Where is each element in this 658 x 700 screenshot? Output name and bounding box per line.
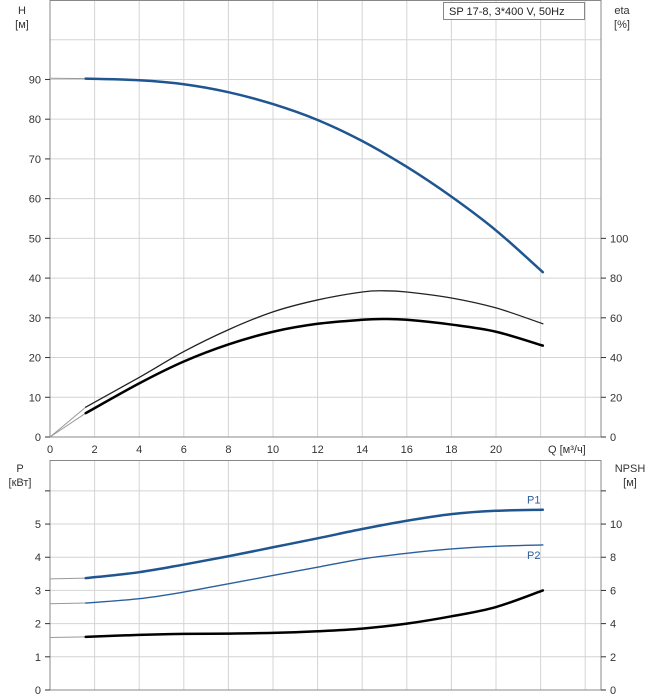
x-tick-label: 18 — [445, 444, 457, 456]
chart-title-box: SP 17-8, 3*400 V, 50Hz — [443, 2, 585, 20]
y-tick-label: 0 — [35, 685, 41, 697]
y2-axis-title: NPSH — [615, 463, 646, 475]
p1-extension-line — [49, 577, 86, 580]
y-tick-label: 3 — [35, 585, 41, 597]
y-tick-label: 30 — [29, 313, 41, 325]
plot-frame — [49, 460, 602, 691]
x-tick-label: 6 — [181, 444, 187, 456]
x-tick-label: 8 — [225, 444, 231, 456]
y2-tick-label: 60 — [610, 313, 622, 325]
p1-label: P1 — [527, 495, 540, 507]
eta-pump-extension-line — [49, 406, 87, 438]
x-tick-label: 20 — [490, 444, 502, 456]
p2-curve — [84, 544, 544, 604]
y2-tick-label: 2 — [610, 652, 616, 664]
p2-label: P2 — [527, 550, 540, 562]
y2-tick-label: 20 — [610, 392, 622, 404]
y-axis-unit: [м] — [15, 19, 29, 31]
x-tick-label: 14 — [356, 444, 368, 456]
x-tick-label: 4 — [136, 444, 142, 456]
p1-curve — [84, 508, 545, 580]
y2-tick-label: 6 — [610, 585, 616, 597]
y-tick-label: 70 — [29, 154, 41, 166]
y-tick-label: 60 — [29, 194, 41, 206]
x-tick-label: 10 — [267, 444, 279, 456]
y2-tick-label: 10 — [610, 519, 622, 531]
y2-axis-unit: [%] — [614, 19, 630, 31]
y2-tick-label: 40 — [610, 353, 622, 365]
y2-tick-label: 0 — [610, 432, 616, 444]
y-tick-label: 10 — [29, 392, 41, 404]
y-tick-label: 5 — [35, 519, 41, 531]
x-tick-label: 12 — [311, 444, 323, 456]
y-axis-title: P — [16, 463, 23, 475]
npsh-curve — [84, 589, 545, 639]
eta-total-extension-line — [49, 412, 86, 438]
y-tick-label: 2 — [35, 619, 41, 631]
y2-tick-label: 4 — [610, 619, 616, 631]
x-tick-label: 0 — [47, 444, 53, 456]
y-tick-label: 80 — [29, 114, 41, 126]
eta-total-curve — [84, 317, 545, 415]
y-tick-label: 90 — [29, 74, 41, 86]
x-axis-title: Q [м³/ч] — [548, 444, 586, 456]
y2-tick-label: 100 — [610, 233, 628, 245]
y2-axis-title: eta — [614, 5, 630, 17]
p2-extension-line — [49, 602, 86, 605]
y-tick-label: 20 — [29, 353, 41, 365]
y-tick-label: 0 — [35, 432, 41, 444]
y2-tick-label: 0 — [610, 685, 616, 697]
plot-frame — [49, 0, 602, 438]
npsh-extension-line — [49, 636, 86, 639]
eta-pump-curve — [85, 290, 544, 408]
y-tick-label: 40 — [29, 273, 41, 285]
h-curve — [84, 77, 545, 274]
y-axis-title: H — [18, 5, 26, 17]
y-tick-label: 50 — [29, 233, 41, 245]
x-tick-label: 16 — [401, 444, 413, 456]
y-axis-unit: [кВт] — [9, 477, 32, 489]
y-tick-label: 1 — [35, 652, 41, 664]
y2-tick-label: 80 — [610, 273, 622, 285]
x-tick-label: 2 — [92, 444, 98, 456]
y2-axis-unit: [м] — [623, 477, 637, 489]
y-tick-label: 4 — [35, 552, 41, 564]
y2-tick-label: 8 — [610, 552, 616, 564]
